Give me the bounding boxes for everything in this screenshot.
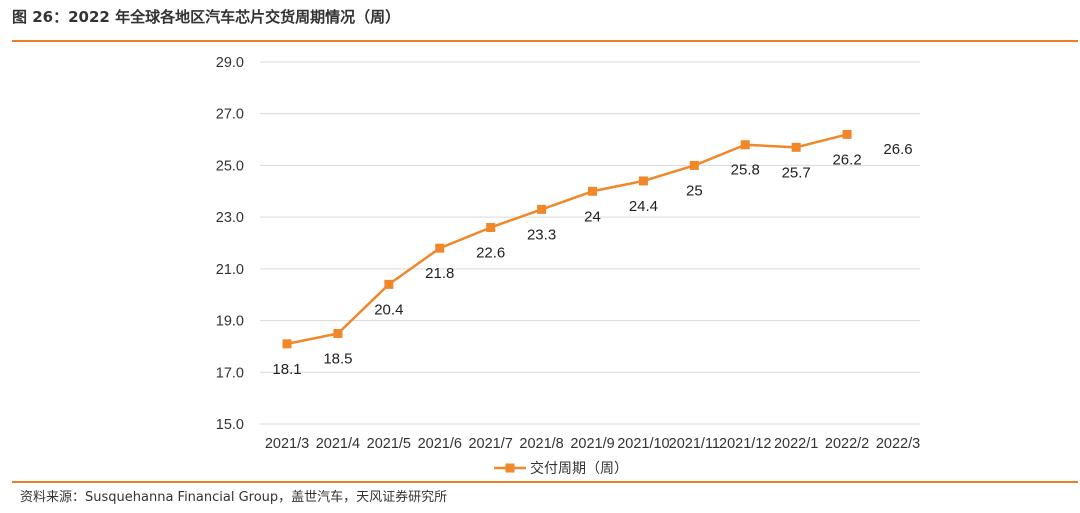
- data-label: 24: [584, 208, 601, 225]
- data-label: 23.3: [527, 226, 556, 243]
- data-point: [689, 160, 699, 170]
- x-tick-label: 2022/3: [876, 436, 920, 452]
- data-label: 25.8: [731, 162, 760, 179]
- x-tick-label: 2022/2: [825, 436, 869, 452]
- data-point: [740, 140, 750, 150]
- data-labels: 18.1 18.5 20.4 21.8 22.6 23.3 24 24.4 25 25.8 25.7…: [272, 141, 912, 378]
- figure-title: 图 26：2022 年全球各地区汽车芯片交货周期情况（周）: [12, 8, 401, 26]
- y-tick-label: 25.0: [216, 158, 244, 174]
- data-point: [282, 339, 292, 349]
- data-point: [588, 186, 597, 196]
- series-line: [286, 133, 848, 346]
- data-point: [842, 129, 852, 139]
- y-tick-label: 21.0: [216, 262, 244, 278]
- y-tick-label: 15.0: [216, 417, 244, 433]
- y-axis-ticks: 15.0 17.0 19.0 21.0 23.0 25.0 27.0 29.0: [216, 55, 244, 433]
- series-layer: [282, 129, 852, 349]
- footer-rule: [12, 481, 1078, 483]
- y-tick-label: 17.0: [216, 365, 244, 381]
- line-chart: 15.017.019.021.023.025.027.029.0 2021/3 2…: [216, 55, 920, 477]
- data-point: [486, 222, 496, 232]
- gridlines: [260, 61, 920, 425]
- x-tick-label: 2021/8: [519, 436, 563, 452]
- data-point: [791, 142, 801, 152]
- data-point: [638, 176, 648, 186]
- x-tick-label: 2021/9: [570, 436, 614, 452]
- x-tick-label: 2021/3: [265, 436, 309, 452]
- data-point: [537, 204, 547, 214]
- y-tick-label: 29.0: [216, 55, 244, 71]
- data-point: [384, 279, 394, 289]
- x-tick-label: 2022/1: [774, 436, 818, 452]
- data-label: 26.6: [883, 141, 912, 158]
- data-label: 18.5: [323, 351, 352, 368]
- y-tick-label: 23.0: [216, 210, 244, 226]
- x-tick-label: 2021/4: [316, 436, 360, 452]
- data-label: 20.4: [374, 301, 403, 318]
- legend: 交付周期（周）: [494, 460, 628, 477]
- x-tick-label: 2021/12: [719, 436, 771, 452]
- data-label: 24.4: [629, 198, 658, 215]
- x-tick-label: 2021/7: [468, 436, 512, 452]
- y-tick-label: 27.0: [216, 107, 244, 123]
- x-tick-label: 2021/10: [617, 436, 669, 452]
- data-label: 25: [686, 182, 703, 199]
- legend-marker: [505, 463, 515, 473]
- x-tick-label: 2021/6: [418, 436, 462, 452]
- source-note: 资料来源：Susquehanna Financial Group，盖世汽车，天风…: [20, 490, 448, 505]
- data-label: 25.7: [782, 164, 811, 181]
- data-label: 22.6: [476, 244, 505, 261]
- legend-label: 交付周期（周）: [530, 460, 628, 477]
- data-point: [435, 243, 445, 253]
- data-label: 26.2: [832, 151, 861, 168]
- x-tick-label: 2021/11: [669, 436, 720, 452]
- data-label: 21.8: [425, 265, 454, 282]
- y-tick-label: 19.0: [216, 314, 244, 330]
- header-rule: [12, 40, 1078, 42]
- x-axis-ticks: 2021/3 2021/4 2021/5 2021/6 2021/7 2021/8 2021…: [265, 436, 920, 452]
- data-label: 18.1: [272, 361, 301, 378]
- x-tick-label: 2021/5: [367, 436, 411, 452]
- data-point: [333, 329, 343, 338]
